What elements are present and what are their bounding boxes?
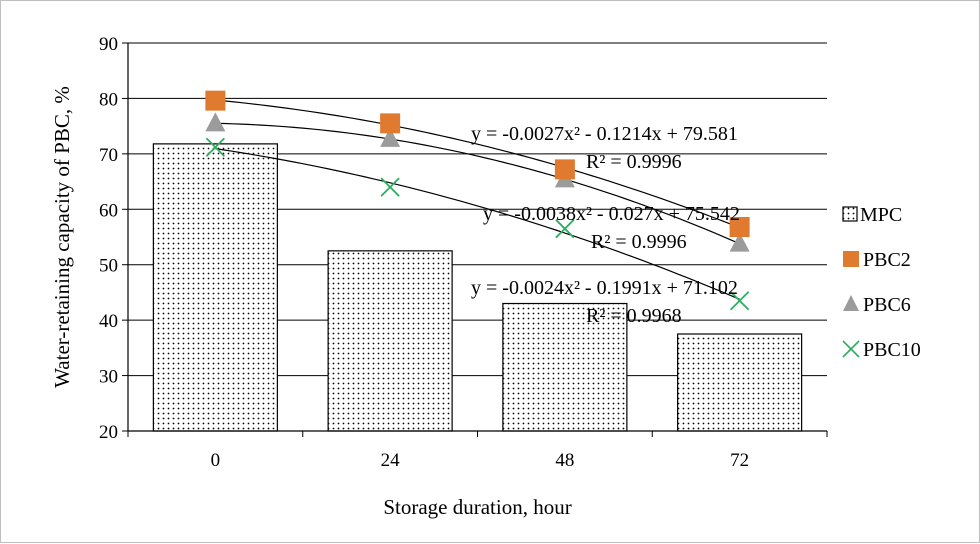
bar-mpc-0 bbox=[152, 143, 278, 432]
y-tick-label-90: 90 bbox=[99, 34, 118, 55]
y-tick-label-60: 60 bbox=[99, 200, 118, 221]
legend-item-pbc2: PBC2 bbox=[843, 249, 911, 271]
tick-labels: 20 30 40 50 60 70 80 90 0 24 48 72 bbox=[99, 34, 749, 471]
point-pbc6-0 bbox=[205, 112, 226, 132]
x-tick-label-24: 24 bbox=[381, 450, 401, 471]
point-pbc2-48 bbox=[554, 159, 575, 180]
legend-swatch-pbc2 bbox=[843, 251, 859, 267]
legend-swatch-pbc6 bbox=[843, 295, 859, 311]
y-tick-label-30: 30 bbox=[99, 367, 118, 388]
point-pbc10-24 bbox=[380, 177, 400, 197]
point-pbc2-72 bbox=[729, 217, 750, 238]
trendline-pbc6 bbox=[215, 122, 740, 245]
bar-mpc-72 bbox=[677, 333, 803, 432]
legend-label-mpc: MPC bbox=[860, 204, 902, 226]
y-tick-label-50: 50 bbox=[99, 256, 118, 277]
bar-mpc-48 bbox=[502, 302, 628, 432]
y-tick-label-70: 70 bbox=[99, 145, 118, 166]
y-tick-label-20: 20 bbox=[99, 422, 118, 443]
marker-series bbox=[205, 90, 750, 311]
y-axis-title: Water-retaining capacity of PBC, % bbox=[50, 86, 74, 388]
point-pbc2-0 bbox=[205, 90, 226, 111]
trendline-equations: y = -0.0027x² - 0.1214x + 79.581 R² = 0.9… bbox=[471, 123, 740, 327]
point-pbc10-48 bbox=[555, 219, 575, 239]
x-tick-label-48: 48 bbox=[555, 450, 574, 471]
point-pbc6-72 bbox=[729, 232, 750, 252]
x-tick-label-72: 72 bbox=[730, 450, 749, 471]
r2-pbc6: R² = 0.9996 bbox=[591, 231, 687, 253]
legend-item-pbc6: PBC6 bbox=[843, 294, 911, 316]
x-tick-label-0: 0 bbox=[211, 450, 221, 471]
equation-pbc10: y = -0.0024x² - 0.1991x + 71.102 bbox=[471, 277, 738, 299]
y-tick-label-80: 80 bbox=[99, 89, 118, 110]
legend-swatch-pbc10 bbox=[842, 340, 860, 358]
bar-series-mpc bbox=[152, 143, 803, 432]
trendline-pbc10 bbox=[215, 148, 740, 300]
legend-item-mpc: MPC bbox=[842, 204, 902, 226]
y-tick-label-40: 40 bbox=[99, 311, 118, 332]
point-pbc2-24 bbox=[380, 113, 401, 134]
bar-mpc-24 bbox=[327, 250, 453, 432]
r2-pbc10: R² = 0.9968 bbox=[586, 305, 682, 327]
legend-label-pbc2: PBC2 bbox=[863, 249, 911, 271]
x-axis-title: Storage duration, hour bbox=[383, 495, 571, 519]
legend: MPC PBC2 PBC6 PBC10 bbox=[842, 204, 921, 361]
legend-label-pbc10: PBC10 bbox=[863, 339, 921, 361]
point-pbc6-24 bbox=[380, 127, 401, 147]
axes bbox=[122, 42, 828, 437]
legend-swatch-mpc bbox=[842, 206, 858, 222]
trendlines bbox=[215, 99, 740, 300]
point-pbc10-72 bbox=[729, 291, 750, 311]
legend-label-pbc6: PBC6 bbox=[863, 294, 911, 316]
trendline-pbc2 bbox=[215, 99, 740, 229]
point-pbc10-0 bbox=[205, 137, 226, 157]
equation-pbc2: y = -0.0027x² - 0.1214x + 79.581 bbox=[471, 123, 738, 145]
r2-pbc2: R² = 0.9996 bbox=[586, 151, 682, 173]
equation-pbc6: y = -0.0038x² - 0.027x + 75.542 bbox=[483, 203, 740, 225]
legend-item-pbc10: PBC10 bbox=[842, 339, 921, 361]
